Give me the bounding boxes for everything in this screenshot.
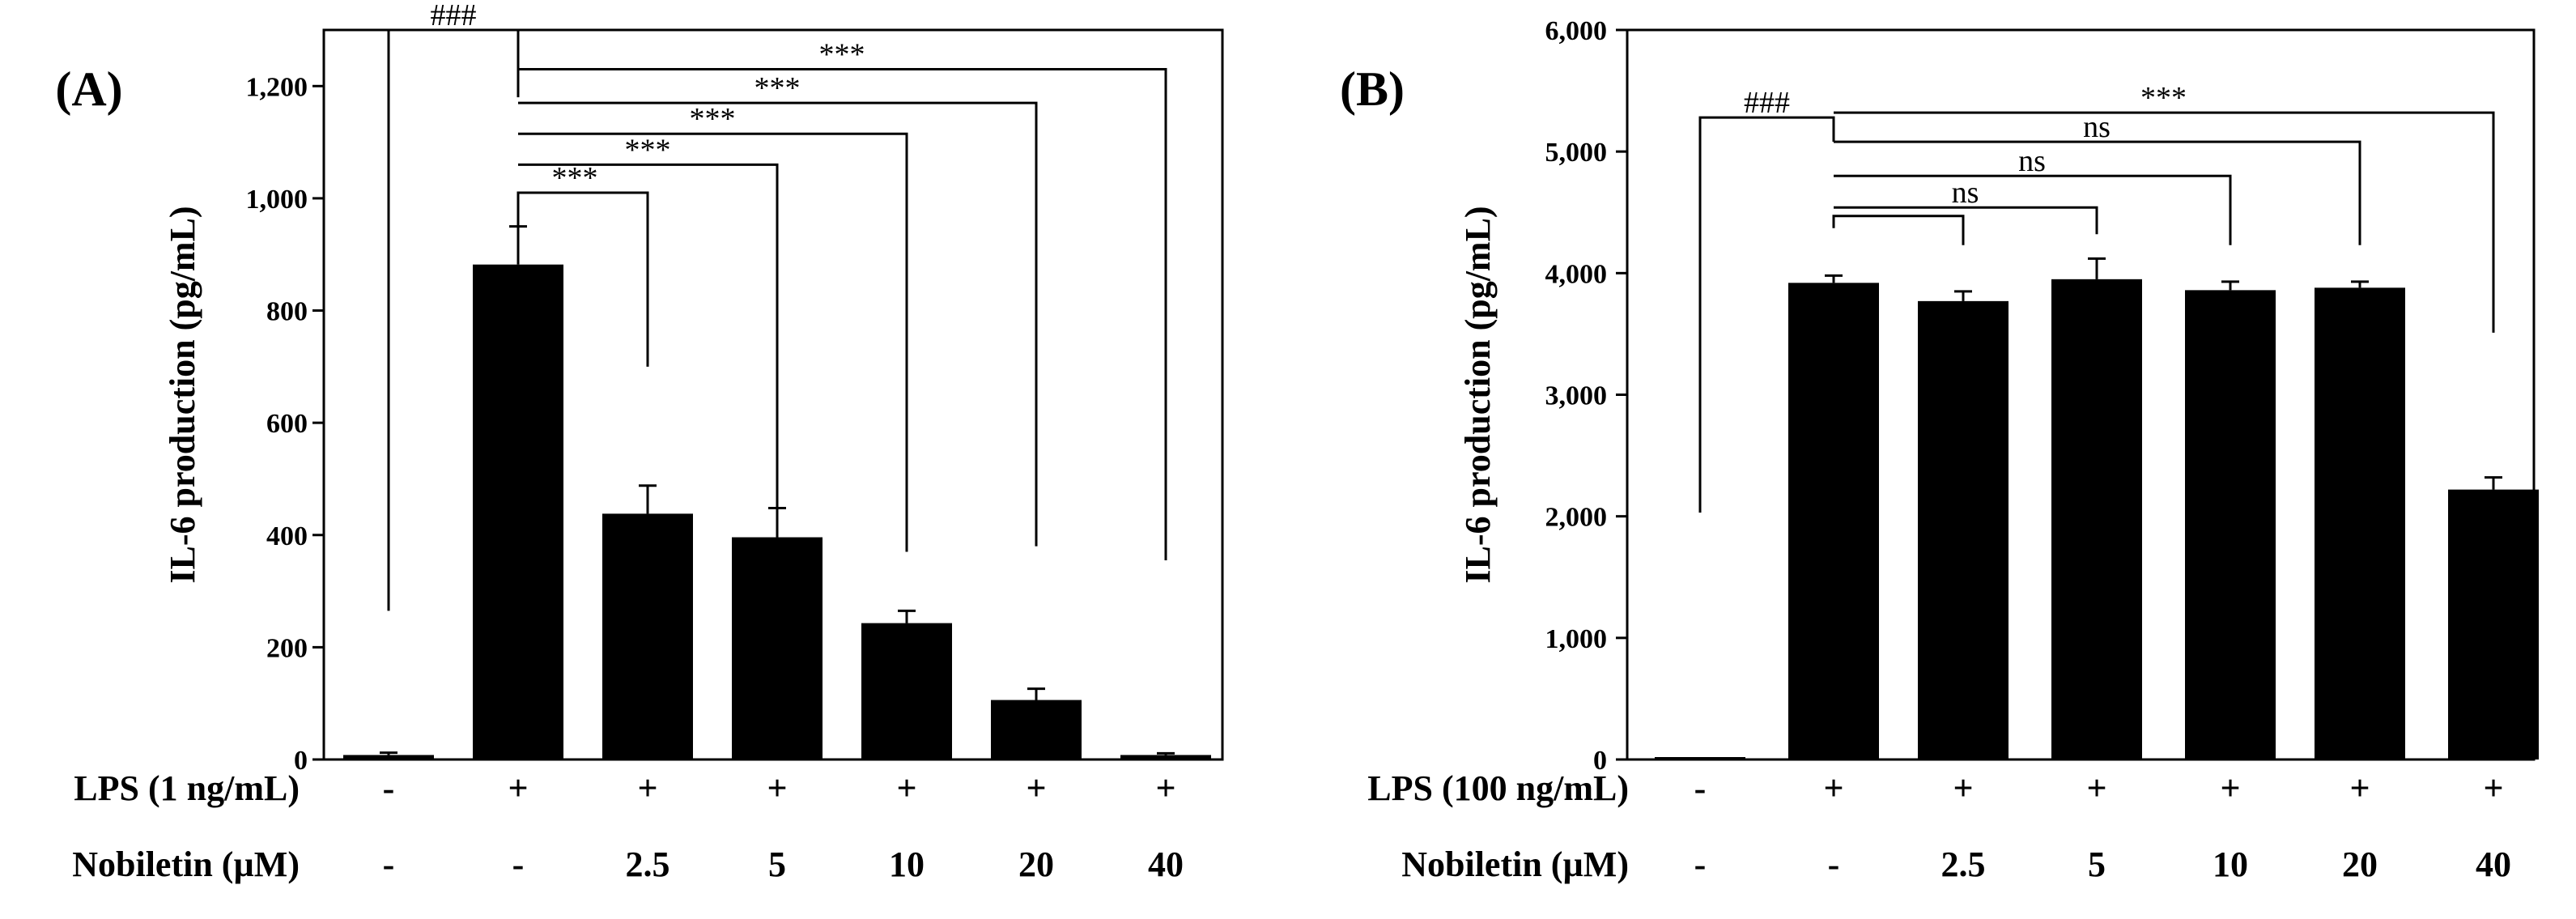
bar <box>861 623 952 759</box>
significance-label: ns <box>2018 144 2046 178</box>
nobiletin-dose: 40 <box>2476 845 2511 884</box>
lps-condition: + <box>2349 768 2370 808</box>
significance-bracket <box>518 68 1167 560</box>
bar <box>732 537 823 759</box>
nobiletin-dose: 10 <box>889 845 925 884</box>
lps-row-label: LPS (100 ng/mL) <box>1367 768 1629 808</box>
y-tick-label: 1,000 <box>1545 624 1608 654</box>
bar <box>1918 300 2009 759</box>
nobiletin-dose: 40 <box>1148 845 1184 884</box>
y-tick-label: 1,000 <box>246 185 308 215</box>
y-tick-label: 6,000 <box>1545 16 1608 46</box>
nobiletin-dose: 5 <box>2088 845 2106 884</box>
significance-label: ns <box>1952 176 1979 210</box>
nobiletin-dose: 10 <box>2213 845 2248 884</box>
panel-b-chart: 0 1,000 2,000 3,000 4,000 5,000 6,000 IL-6 prod… <box>1340 16 2539 884</box>
nobiletin-row-label: Nobiletin (µM) <box>72 845 300 884</box>
bar <box>2051 279 2142 759</box>
lps-row-label: LPS (1 ng/mL) <box>74 768 300 808</box>
lps-condition: + <box>637 768 657 808</box>
bar <box>1788 283 1879 759</box>
nobiletin-row-label: Nobiletin (µM) <box>1401 845 1629 884</box>
bar <box>991 700 1082 759</box>
significance-label: ### <box>1744 86 1790 120</box>
significance-bracket <box>387 28 520 611</box>
significance-label: *** <box>552 161 598 195</box>
significance-bracket <box>518 101 1038 547</box>
nobiletin-dose: 5 <box>768 845 786 884</box>
significance-label: *** <box>625 133 671 167</box>
bar <box>343 755 434 759</box>
lps-condition: + <box>767 768 787 808</box>
significance-label: *** <box>2140 81 2187 115</box>
significance-bracket <box>1834 111 2495 333</box>
significance-label: *** <box>690 102 736 136</box>
lps-condition: + <box>1026 768 1046 808</box>
y-tick-label: 200 <box>266 633 308 663</box>
panel-label: (A) <box>55 62 122 116</box>
y-tick-label: 400 <box>266 521 308 551</box>
significance-label: ns <box>2083 110 2111 144</box>
panel-a-chart: 0 200 400 600 800 1,000 1,200 IL-6 production (… <box>55 0 1224 884</box>
y-axis-label: IL-6 production (pg/mL) <box>163 206 202 583</box>
significance-bracket <box>518 163 779 535</box>
y-tick-label: 2,000 <box>1545 503 1608 533</box>
lps-condition: + <box>1953 768 1973 808</box>
significance-bracket <box>1834 206 2098 235</box>
significance-bracket <box>1698 116 1835 513</box>
bar <box>1120 755 1211 759</box>
nobiletin-dose: 20 <box>1018 845 1054 884</box>
significance-bracket <box>1834 140 2361 245</box>
nobiletin-dose: - <box>383 845 395 884</box>
y-tick-label: 0 <box>294 746 308 776</box>
nobiletin-dose: - <box>512 845 525 884</box>
significance-label: *** <box>819 38 865 72</box>
y-tick-label: 600 <box>266 409 308 439</box>
lps-condition: + <box>2086 768 2106 808</box>
lps-condition: + <box>1155 768 1175 808</box>
panel-label: (B) <box>1340 62 1405 116</box>
lps-condition: + <box>2220 768 2240 808</box>
y-tick-label: 800 <box>266 297 308 327</box>
lps-condition: + <box>896 768 916 808</box>
y-tick-label: 5,000 <box>1545 138 1608 168</box>
significance-label: *** <box>755 71 801 105</box>
bar <box>2448 489 2539 759</box>
significance-bracket <box>1834 174 2232 245</box>
y-tick-label: 0 <box>1593 746 1607 776</box>
lps-condition: + <box>1823 768 1843 808</box>
significance-bracket <box>518 132 908 552</box>
y-tick-label: 3,000 <box>1545 381 1608 411</box>
nobiletin-dose: 2.5 <box>626 845 670 884</box>
bar <box>2185 290 2276 759</box>
y-axis-label: IL-6 production (pg/mL) <box>1458 206 1498 583</box>
nobiletin-dose: 20 <box>2342 845 2378 884</box>
nobiletin-dose: - <box>1828 845 1840 884</box>
significance-bracket <box>516 191 649 367</box>
lps-condition: + <box>2483 768 2503 808</box>
y-tick-label: 4,000 <box>1545 259 1608 289</box>
bar <box>602 513 693 759</box>
bar <box>2315 287 2405 759</box>
lps-condition: - <box>383 768 395 808</box>
significance-label: ### <box>431 0 477 32</box>
lps-condition: - <box>1694 768 1707 808</box>
bar <box>473 264 563 759</box>
lps-condition: + <box>508 768 528 808</box>
nobiletin-dose: 2.5 <box>1941 845 1986 884</box>
y-tick-label: 1,200 <box>246 72 308 102</box>
significance-bracket <box>1832 215 1965 245</box>
nobiletin-dose: - <box>1694 845 1707 884</box>
